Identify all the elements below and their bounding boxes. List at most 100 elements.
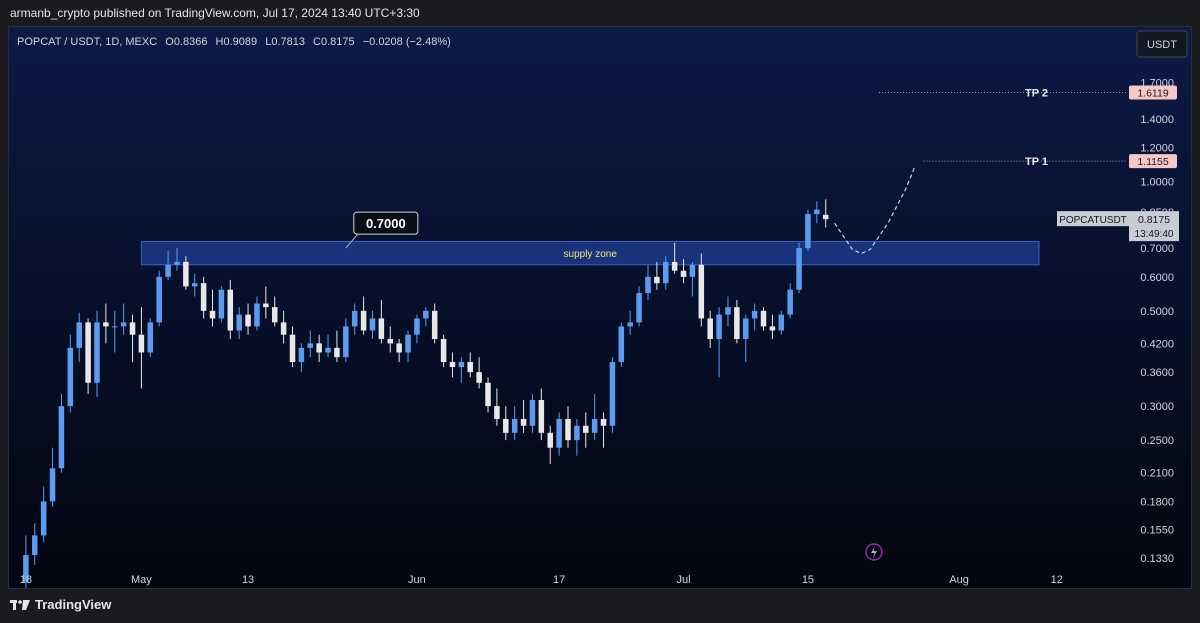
candle-body[interactable]: [120, 322, 127, 327]
annotation-box[interactable]: [353, 211, 419, 235]
candle-body[interactable]: [174, 261, 180, 265]
candle-body[interactable]: [263, 303, 269, 308]
candle-body[interactable]: [538, 400, 545, 433]
candle-body[interactable]: [440, 338, 447, 363]
candle-body[interactable]: [645, 276, 651, 294]
candle-body[interactable]: [627, 322, 633, 327]
candle-body[interactable]: [618, 326, 625, 363]
candle-body[interactable]: [156, 276, 162, 323]
candle-body[interactable]: [49, 468, 56, 502]
candle-body[interactable]: [343, 326, 349, 358]
candle-body[interactable]: [254, 303, 260, 327]
candle-body[interactable]: [414, 318, 420, 335]
candle-body[interactable]: [289, 334, 296, 363]
candle-body[interactable]: [680, 270, 687, 277]
candle-body[interactable]: [583, 425, 589, 433]
candle-body[interactable]: [636, 293, 642, 323]
candle-body[interactable]: [23, 555, 29, 582]
last-price-badge: [1129, 211, 1179, 242]
candle-body[interactable]: [751, 310, 758, 319]
candle-body[interactable]: [494, 406, 500, 419]
candle-body[interactable]: [245, 314, 251, 327]
candle-body[interactable]: [360, 310, 367, 331]
candle-body[interactable]: [467, 362, 473, 373]
candle-body[interactable]: [58, 406, 65, 469]
candle-body[interactable]: [165, 264, 171, 277]
candle-body[interactable]: [147, 322, 154, 353]
candle-body[interactable]: [769, 326, 776, 331]
candle-body[interactable]: [716, 314, 722, 339]
candle-body[interactable]: [511, 418, 518, 433]
chart-panel[interactable]: supply zone 0.7000 TP 2 TP 1 1.7000 1.4000 1…: [8, 26, 1192, 589]
candle-body[interactable]: [547, 432, 553, 448]
candle-body[interactable]: [316, 343, 322, 353]
candle-body[interactable]: [298, 347, 305, 363]
candle-body[interactable]: [822, 214, 829, 220]
candle-body[interactable]: [94, 322, 100, 383]
candle-body[interactable]: [591, 418, 598, 433]
candle-body[interactable]: [236, 314, 242, 331]
candle-body[interactable]: [458, 362, 465, 368]
candle-body[interactable]: [218, 289, 225, 319]
event-icon[interactable]: [865, 543, 883, 561]
candle-body[interactable]: [280, 322, 287, 335]
candle-body[interactable]: [787, 289, 793, 315]
candle-body[interactable]: [485, 382, 491, 407]
candle-body[interactable]: [760, 310, 767, 327]
candle-body[interactable]: [734, 307, 740, 339]
candle-body[interactable]: [431, 310, 438, 339]
candle-body[interactable]: [565, 418, 571, 441]
candle-body[interactable]: [209, 310, 216, 319]
candle-body[interactable]: [378, 318, 385, 339]
candle-body[interactable]: [32, 535, 38, 556]
candle-body[interactable]: [423, 310, 429, 319]
candle-body[interactable]: [796, 248, 802, 290]
candle-body[interactable]: [129, 322, 136, 335]
candle-body[interactable]: [805, 214, 811, 249]
candle-body[interactable]: [325, 347, 331, 353]
candle-body[interactable]: [654, 276, 660, 284]
candle-body[interactable]: [85, 322, 91, 383]
candle-body[interactable]: [138, 334, 145, 353]
candle-body[interactable]: [574, 425, 580, 441]
currency-button[interactable]: USDT: [1136, 30, 1188, 58]
candle-body[interactable]: [476, 372, 482, 383]
candle-body[interactable]: [742, 318, 749, 339]
candle-body[interactable]: [556, 418, 562, 448]
candle-body[interactable]: [778, 314, 785, 331]
candle-body[interactable]: [76, 322, 82, 348]
candle-body[interactable]: [449, 362, 456, 368]
axes-layer: 1.70001.40001.20001.00000.85000.70000.60…: [20, 78, 1179, 586]
candle-body[interactable]: [387, 338, 394, 344]
candle-body[interactable]: [67, 347, 74, 407]
candle-body[interactable]: [609, 362, 616, 426]
candle-body[interactable]: [40, 501, 47, 536]
candle-body[interactable]: [814, 209, 820, 215]
tradingview-logo[interactable]: TradingView: [10, 597, 111, 612]
supply-zone-rect[interactable]: [140, 241, 1040, 266]
candle-body[interactable]: [671, 261, 678, 271]
candle-body[interactable]: [520, 418, 527, 426]
candle-body[interactable]: [600, 418, 607, 426]
candle-body[interactable]: [405, 334, 411, 353]
candle-body[interactable]: [689, 264, 696, 277]
candle-body[interactable]: [725, 307, 731, 315]
candle-body[interactable]: [200, 283, 207, 311]
candle-body[interactable]: [183, 261, 189, 287]
candle-body[interactable]: [351, 310, 358, 327]
candle-body[interactable]: [663, 261, 669, 284]
candle-body[interactable]: [369, 318, 376, 331]
candle-body[interactable]: [698, 264, 705, 319]
candle-body[interactable]: [191, 283, 198, 287]
candle-body[interactable]: [503, 418, 509, 433]
candle-body[interactable]: [227, 289, 234, 331]
candle-body[interactable]: [529, 400, 536, 426]
candle-body[interactable]: [307, 343, 314, 348]
candle-body[interactable]: [707, 318, 713, 339]
candle-body[interactable]: [271, 307, 278, 323]
candle-body[interactable]: [103, 322, 109, 327]
candle-body[interactable]: [112, 326, 118, 328]
candle-body[interactable]: [396, 343, 402, 353]
candle-body[interactable]: [334, 347, 340, 358]
